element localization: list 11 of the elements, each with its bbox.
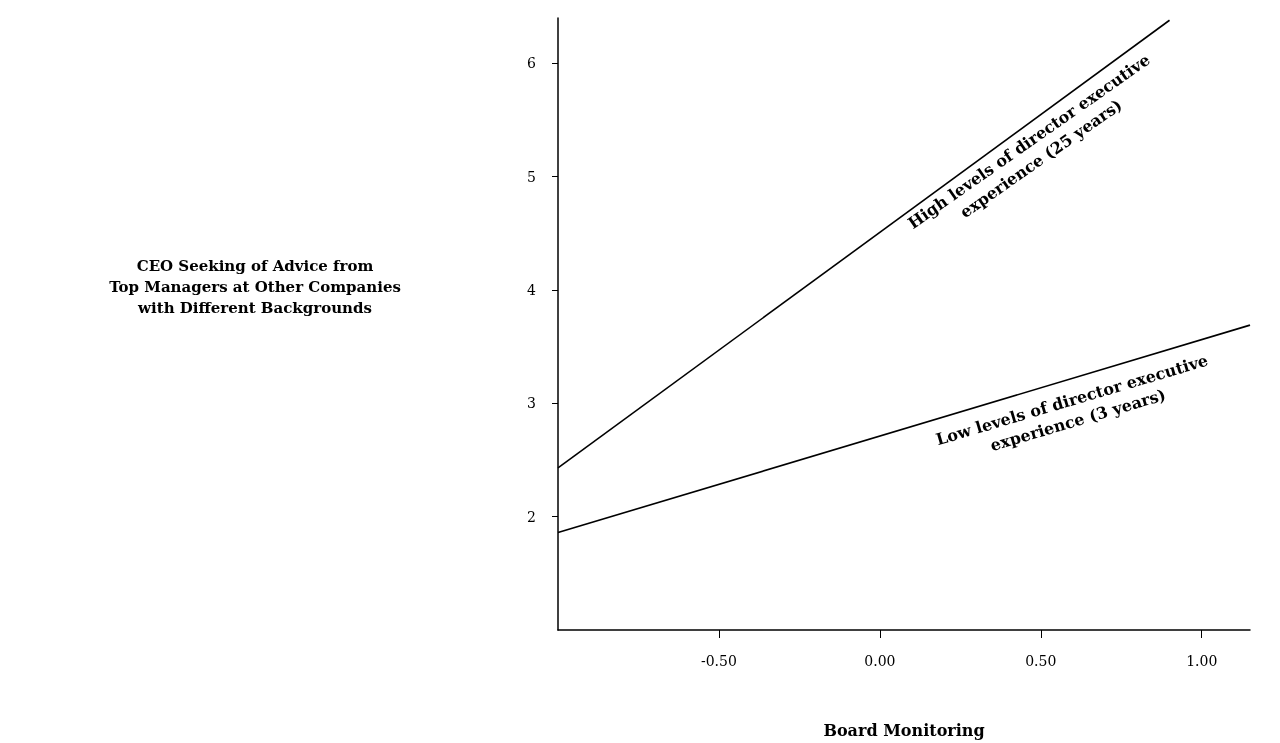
y-tick-label: 3 [527, 395, 536, 412]
x-tick-label: 0.00 [864, 653, 896, 669]
x-tick-label: 0.50 [1025, 653, 1057, 669]
text: CEO Seeking of Advice from Top Managers at Other Companies with Different Backgrounds [109, 257, 401, 317]
y-tick-label: 2 [527, 508, 536, 525]
x-axis-title: Board Monitoring [823, 720, 985, 740]
x-tick-label: 1.00 [1186, 653, 1218, 669]
y-tick-label: 4 [527, 282, 537, 298]
y-tick-label: 6 [527, 55, 537, 72]
y-tick-label: 5 [527, 168, 536, 185]
x-tick-label: -0.50 [700, 653, 737, 669]
